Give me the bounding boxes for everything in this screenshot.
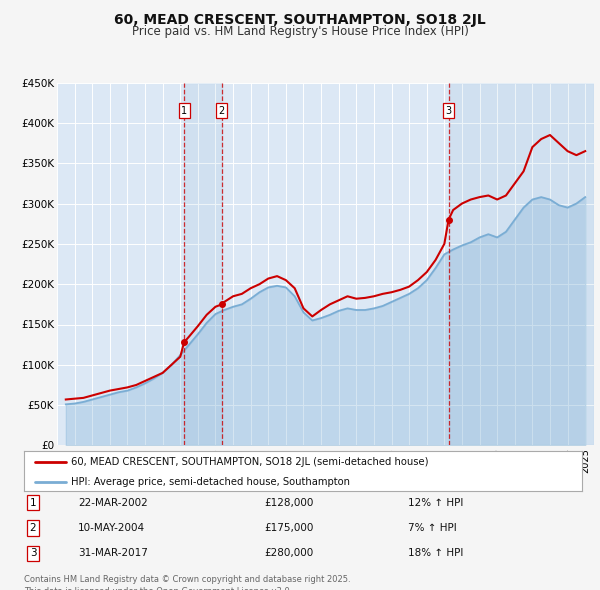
Text: 18% ↑ HPI: 18% ↑ HPI [408, 549, 463, 558]
Text: 2: 2 [29, 523, 37, 533]
Text: 60, MEAD CRESCENT, SOUTHAMPTON, SO18 2JL: 60, MEAD CRESCENT, SOUTHAMPTON, SO18 2JL [114, 13, 486, 27]
Text: 12% ↑ HPI: 12% ↑ HPI [408, 498, 463, 507]
Text: 1: 1 [29, 498, 37, 507]
Text: 3: 3 [446, 106, 452, 116]
Text: 60, MEAD CRESCENT, SOUTHAMPTON, SO18 2JL (semi-detached house): 60, MEAD CRESCENT, SOUTHAMPTON, SO18 2JL… [71, 457, 429, 467]
Text: 31-MAR-2017: 31-MAR-2017 [78, 549, 148, 558]
Text: 3: 3 [29, 549, 37, 558]
Text: Contains HM Land Registry data © Crown copyright and database right 2025.
This d: Contains HM Land Registry data © Crown c… [24, 575, 350, 590]
Bar [184, 83, 222, 445]
Text: HPI: Average price, semi-detached house, Southampton: HPI: Average price, semi-detached house,… [71, 477, 350, 487]
Text: 7% ↑ HPI: 7% ↑ HPI [408, 523, 457, 533]
Text: 1: 1 [181, 106, 187, 116]
Text: £280,000: £280,000 [264, 549, 313, 558]
Text: Price paid vs. HM Land Registry's House Price Index (HPI): Price paid vs. HM Land Registry's House … [131, 25, 469, 38]
Text: £175,000: £175,000 [264, 523, 313, 533]
Text: 10-MAY-2004: 10-MAY-2004 [78, 523, 145, 533]
Text: 2: 2 [218, 106, 225, 116]
Bar [449, 83, 594, 445]
Text: £128,000: £128,000 [264, 498, 313, 507]
Text: 22-MAR-2002: 22-MAR-2002 [78, 498, 148, 507]
